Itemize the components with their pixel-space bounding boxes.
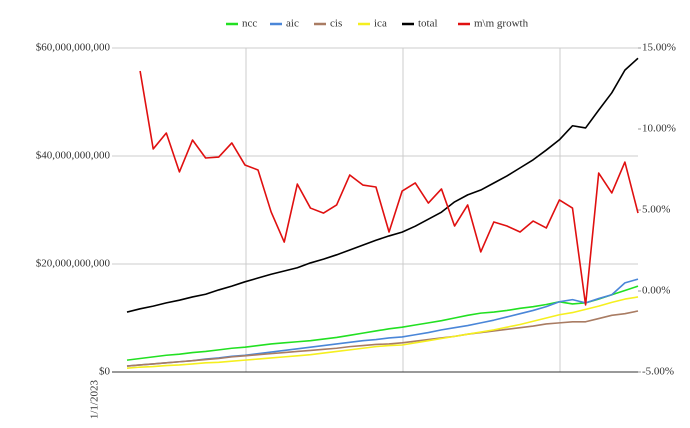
legend-label: aic — [286, 18, 299, 30]
y-tick-label: $40,000,000,000 — [36, 150, 111, 162]
series-line — [126, 310, 639, 367]
y2-tick-label: 10.00% — [642, 123, 676, 135]
series-line — [139, 70, 639, 306]
x-tick-label: 1/1/2023 — [89, 380, 101, 420]
y2-tick-label: 0.00% — [642, 285, 670, 297]
legend-label: ncc — [242, 18, 257, 30]
series-line — [126, 285, 639, 361]
y-tick-label: $20,000,000,000 — [36, 258, 111, 270]
legend-label: total — [418, 18, 438, 30]
legend-label: ica — [374, 18, 387, 30]
y-tick-label: $60,000,000,000 — [36, 42, 111, 54]
series-line — [126, 296, 639, 370]
y-tick-label: $0 — [99, 366, 111, 378]
legend-label: m\m growth — [474, 18, 529, 30]
legend-label: cis — [330, 18, 342, 30]
series-line — [126, 57, 639, 313]
y2-tick-label: 5.00% — [642, 204, 670, 216]
y2-tick-label: -5.00% — [642, 366, 674, 378]
y2-tick-label: 15.00% — [642, 42, 676, 54]
